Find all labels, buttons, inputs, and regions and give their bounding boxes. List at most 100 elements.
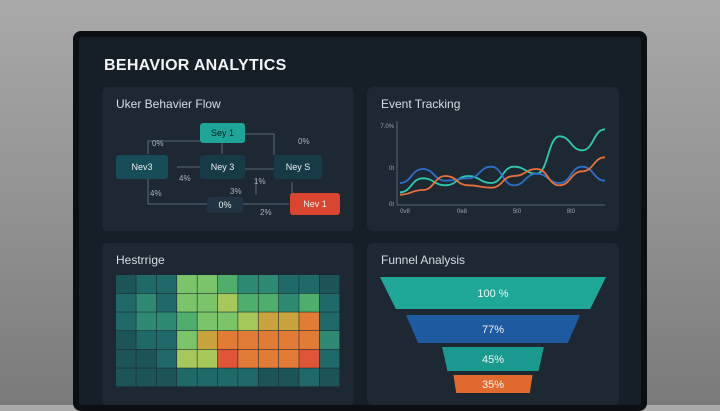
heatmap-cell[interactable]: [238, 349, 258, 368]
heatmap-cell[interactable]: [116, 349, 136, 368]
heatmap-cell[interactable]: [177, 293, 197, 312]
flow-node-dropoff[interactable]: 0%: [207, 197, 243, 213]
heatmap-cell[interactable]: [278, 275, 299, 294]
heatmap-cell[interactable]: [258, 368, 279, 387]
funnel-stage-label: 35%: [482, 379, 504, 391]
flow-pct-label: 3%: [230, 187, 242, 196]
flow-node-step4[interactable]: Ney S: [274, 155, 322, 179]
heatmap-cell[interactable]: [299, 331, 320, 350]
heatmap-cell[interactable]: [319, 275, 340, 294]
heatmap-cell[interactable]: [238, 275, 258, 294]
heatmap-cell[interactable]: [217, 293, 238, 312]
event-line-chart: 7.0% 0t 0t 0v8 0e8 5t0 8t0: [380, 121, 606, 215]
heatmap-cell[interactable]: [116, 331, 136, 350]
heatmap-cell[interactable]: [258, 331, 279, 350]
heatmap-cell[interactable]: [177, 312, 197, 331]
heatmap-cell[interactable]: [217, 368, 238, 387]
funnel-chart: 100 % 77% 45% 35%: [380, 277, 606, 393]
flow-node-step1[interactable]: Sey 1: [200, 123, 245, 143]
heatmap-title: Hestrrige: [116, 253, 165, 267]
heatmap-cell[interactable]: [278, 293, 299, 312]
heatmap-cell[interactable]: [299, 293, 320, 312]
flow-pct-label: 4%: [150, 189, 162, 198]
flow-pct-label: 0%: [152, 139, 164, 148]
heatmap-cell[interactable]: [217, 349, 238, 368]
heatmap-cell[interactable]: [299, 275, 320, 294]
heatmap-cell[interactable]: [238, 368, 258, 387]
funnel-stage[interactable]: [405, 315, 581, 343]
heatmap-cell[interactable]: [258, 293, 279, 312]
heatmap-cell[interactable]: [177, 349, 197, 368]
heatmap-cell[interactable]: [177, 331, 197, 350]
heatmap-cell[interactable]: [319, 349, 340, 368]
funnel-title: Funnel Analysis: [381, 253, 466, 267]
heatmap-cell[interactable]: [197, 275, 218, 294]
flow-pct-label: 2%: [260, 208, 272, 217]
heatmap-cell[interactable]: [197, 349, 218, 368]
heatmap-cell[interactable]: [136, 275, 157, 294]
heatmap-cell[interactable]: [238, 331, 258, 350]
heatmap-panel: Hestrrige: [102, 243, 354, 405]
flow-node-exit[interactable]: Nev 1: [290, 193, 340, 215]
heatmap-cell[interactable]: [197, 293, 218, 312]
heatmap-cell[interactable]: [238, 293, 258, 312]
series-line-blue: [399, 165, 606, 187]
heatmap-cell[interactable]: [319, 293, 340, 312]
heatmap-cell[interactable]: [197, 368, 218, 387]
heatmap-cell[interactable]: [116, 293, 136, 312]
y-tick-label: 7.0%: [380, 124, 394, 130]
heatmap-cell[interactable]: [299, 368, 320, 387]
x-tick-label: 5t0: [513, 209, 522, 215]
heatmap-cell[interactable]: [197, 312, 218, 331]
heatmap-cell[interactable]: [278, 331, 299, 350]
heatmap-cell[interactable]: [116, 275, 136, 294]
heatmap-cell[interactable]: [136, 349, 157, 368]
heatmap-cell[interactable]: [258, 275, 279, 294]
heatmap-cell[interactable]: [116, 368, 136, 387]
flow-node-step3[interactable]: Ney 3: [200, 155, 245, 179]
heatmap-chart: [116, 275, 340, 387]
heatmap-cell[interactable]: [258, 312, 279, 331]
funnel-stage-label: 45%: [482, 354, 504, 366]
funnel-panel: Funnel Analysis 100 % 77% 45% 35%: [367, 243, 619, 405]
heatmap-cell[interactable]: [319, 312, 340, 331]
heatmap-cell[interactable]: [136, 312, 157, 331]
heatmap-cell[interactable]: [217, 331, 238, 350]
funnel-stage[interactable]: [380, 277, 606, 309]
heatmap-cell[interactable]: [278, 349, 299, 368]
heatmap-cell[interactable]: [156, 349, 177, 368]
heatmap-cell[interactable]: [299, 312, 320, 331]
page-title: BEHAVIOR ANALYTICS: [104, 57, 287, 74]
heatmap-cell[interactable]: [319, 331, 340, 350]
heatmap-cell[interactable]: [278, 312, 299, 331]
heatmap-cell[interactable]: [156, 275, 177, 294]
x-tick-label: 0v8: [400, 209, 410, 215]
funnel-stage[interactable]: [442, 347, 544, 371]
heatmap-cell[interactable]: [156, 331, 177, 350]
funnel-stage-label: 100 %: [477, 288, 508, 300]
heatmap-cell[interactable]: [299, 349, 320, 368]
heatmap-cell[interactable]: [136, 293, 157, 312]
heatmap-cell[interactable]: [258, 349, 279, 368]
event-tracking-title: Event Tracking: [381, 97, 461, 111]
heatmap-cell[interactable]: [238, 312, 258, 331]
x-tick-label: 8t0: [567, 209, 576, 215]
y-tick-label: 0t: [389, 202, 394, 208]
y-tick-label: 0t: [389, 166, 394, 172]
heatmap-cell[interactable]: [217, 275, 238, 294]
heatmap-cell[interactable]: [156, 312, 177, 331]
funnel-stage[interactable]: [453, 375, 533, 393]
flow-node-step2[interactable]: Nev3: [116, 155, 168, 179]
heatmap-cell[interactable]: [177, 368, 197, 387]
heatmap-cell[interactable]: [319, 368, 340, 387]
heatmap-cell[interactable]: [197, 331, 218, 350]
heatmap-cell[interactable]: [156, 293, 177, 312]
heatmap-cell[interactable]: [136, 331, 157, 350]
series-line-orange: [399, 156, 606, 196]
heatmap-cell[interactable]: [278, 368, 299, 387]
heatmap-cell[interactable]: [156, 368, 177, 387]
heatmap-cell[interactable]: [177, 275, 197, 294]
heatmap-cell[interactable]: [116, 312, 136, 331]
heatmap-cell[interactable]: [136, 368, 157, 387]
heatmap-cell[interactable]: [217, 312, 238, 331]
